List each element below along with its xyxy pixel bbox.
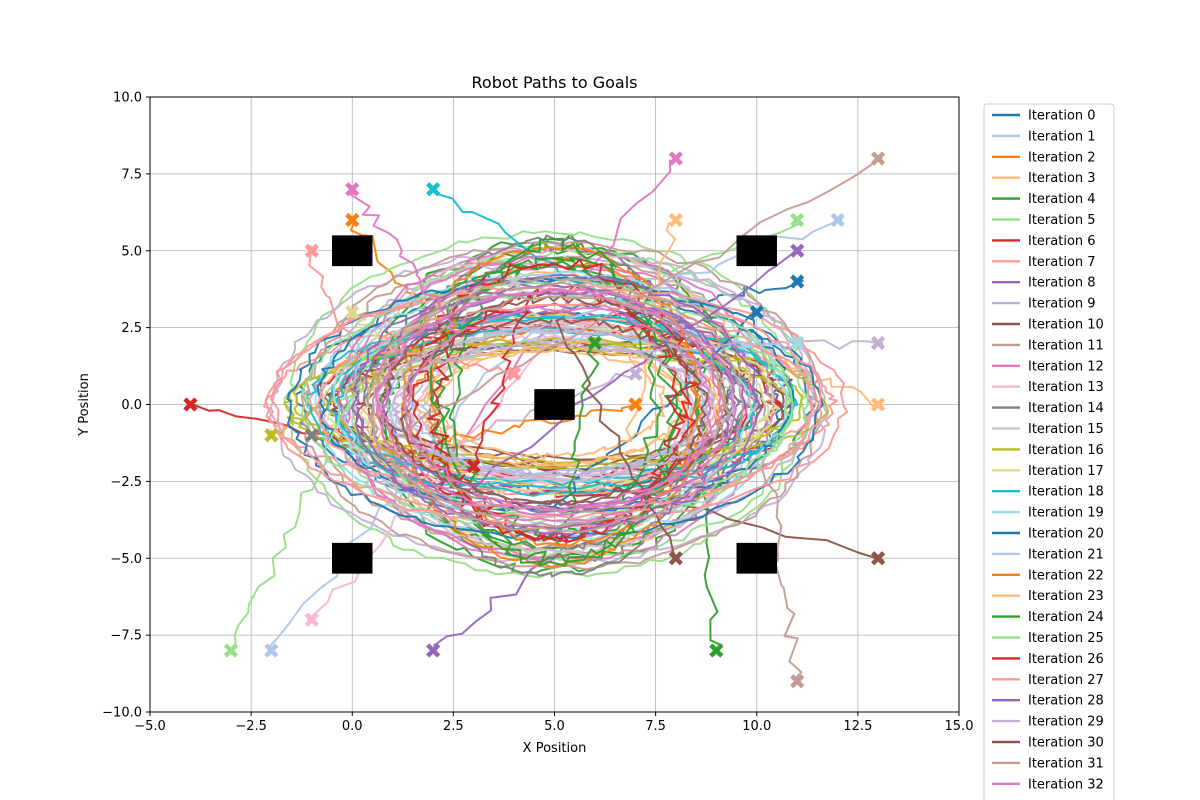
legend-label: Iteration 20 (1028, 527, 1104, 542)
legend-label: Iteration 25 (1028, 631, 1104, 646)
y-tick-label: 2.5 (121, 321, 142, 336)
legend-label: Iteration 3 (1028, 171, 1096, 186)
x-tick-label: 2.5 (443, 719, 464, 734)
legend-label: Iteration 23 (1028, 589, 1104, 604)
y-tick-label: −7.5 (110, 629, 142, 644)
legend-label: Iteration 21 (1028, 547, 1104, 562)
legend-label: Iteration 6 (1028, 234, 1096, 249)
legend-label: Iteration 29 (1028, 715, 1104, 730)
legend-label: Iteration 22 (1028, 568, 1104, 583)
legend-label: Iteration 26 (1028, 652, 1104, 667)
legend-label: Iteration 9 (1028, 297, 1096, 312)
legend-label: Iteration 32 (1028, 777, 1104, 792)
x-tick-label: −5.0 (134, 719, 166, 734)
y-tick-label: 10.0 (113, 91, 142, 106)
legend-label: Iteration 31 (1028, 756, 1104, 771)
legend-label: Iteration 30 (1028, 736, 1104, 751)
legend-label: Iteration 24 (1028, 610, 1104, 625)
legend-label: Iteration 7 (1028, 255, 1096, 270)
x-tick-label: −2.5 (235, 719, 267, 734)
legend-label: Iteration 12 (1028, 359, 1104, 374)
obstacle (737, 235, 777, 266)
y-tick-label: −10.0 (102, 706, 142, 721)
legend-label: Iteration 13 (1028, 380, 1104, 395)
legend-label: Iteration 0 (1028, 109, 1096, 124)
chart-title: Robot Paths to Goals (472, 73, 638, 92)
legend: Iteration 0 Iteration 1 Iteration 2 Iterati… (984, 104, 1114, 800)
obstacle (332, 235, 372, 266)
legend-label: Iteration 11 (1028, 338, 1104, 353)
y-tick-label: −5.0 (110, 552, 142, 567)
legend-label: Iteration 16 (1028, 443, 1104, 458)
legend-label: Iteration 15 (1028, 422, 1104, 437)
legend-label: Iteration 27 (1028, 673, 1104, 688)
legend-label: Iteration 19 (1028, 506, 1104, 521)
legend-label: Iteration 14 (1028, 401, 1104, 416)
y-axis-label: Y Position (77, 373, 92, 437)
legend-label: Iteration 28 (1028, 694, 1104, 709)
y-tick-label: −2.5 (110, 475, 142, 490)
legend-label: Iteration 8 (1028, 276, 1096, 291)
x-tick-label: 15.0 (945, 719, 974, 734)
legend-label: Iteration 18 (1028, 485, 1104, 500)
x-tick-label: 0.0 (342, 719, 363, 734)
y-tick-label: 0.0 (121, 398, 142, 413)
y-tick-label: 5.0 (121, 244, 142, 259)
legend-label: Iteration 1 (1028, 129, 1096, 144)
obstacle (332, 543, 372, 574)
legend-label: Iteration 4 (1028, 192, 1096, 207)
legend-label: Iteration 2 (1028, 150, 1096, 165)
x-tick-label: 10.0 (742, 719, 771, 734)
x-tick-label: 5.0 (544, 719, 565, 734)
y-tick-label: 7.5 (121, 167, 142, 182)
legend-label: Iteration 5 (1028, 213, 1096, 228)
obstacle (737, 543, 777, 574)
legend-label: Iteration 17 (1028, 464, 1104, 479)
x-tick-label: 12.5 (843, 719, 872, 734)
x-tick-label: 7.5 (645, 719, 666, 734)
x-axis-label: X Position (523, 741, 587, 756)
legend-label: Iteration 10 (1028, 318, 1104, 333)
obstacle (534, 389, 574, 420)
